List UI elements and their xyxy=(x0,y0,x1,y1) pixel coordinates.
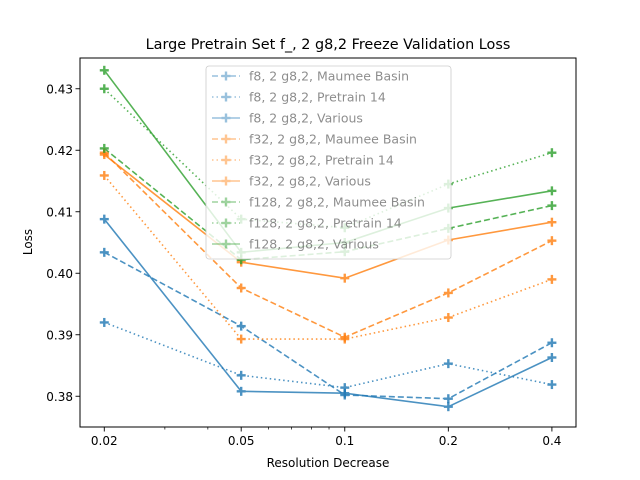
series-line xyxy=(104,321,553,389)
legend-label: f128, 2 g8,2, Pretrain 14 xyxy=(249,216,402,231)
data-point xyxy=(443,313,453,323)
legend-item: f128, 2 g8,2, Maumee Basin xyxy=(212,195,425,210)
legend-marker xyxy=(221,113,231,123)
data-point xyxy=(547,217,557,227)
legend-label: f128, 2 g8,2, Maumee Basin xyxy=(249,195,425,210)
y-tick-label: 0.38 xyxy=(46,390,73,404)
series-layer xyxy=(99,65,557,412)
x-axis: 0.02 0.05 0.1 0.2 0.4 xyxy=(91,427,561,448)
data-point xyxy=(99,143,109,153)
legend-item: f32, 2 g8,2, Pretrain 14 xyxy=(212,153,394,168)
data-point xyxy=(443,402,453,412)
data-point xyxy=(99,84,109,94)
series-f8-2-g8-2-various xyxy=(99,214,557,412)
legend: f8, 2 g8,2, Maumee Basin f8, 2 g8,2, Pret… xyxy=(205,65,452,260)
y-tick-label: 0.40 xyxy=(46,267,73,281)
y-tick-label: 0.39 xyxy=(46,328,73,342)
data-point xyxy=(340,334,350,344)
data-point xyxy=(547,236,557,246)
legend-marker xyxy=(221,197,231,207)
legend-marker xyxy=(221,134,231,144)
legend-item: f8, 2 g8,2, Maumee Basin xyxy=(212,69,409,84)
data-point xyxy=(443,359,453,369)
legend-item: f128, 2 g8,2, Various xyxy=(212,237,379,252)
legend-label: f8, 2 g8,2, Various xyxy=(249,111,363,126)
legend-label: f128, 2 g8,2, Various xyxy=(249,237,379,252)
data-point xyxy=(99,214,109,224)
data-point xyxy=(236,321,246,331)
data-point xyxy=(99,317,109,327)
x-axis-label: Resolution Decrease xyxy=(267,456,390,470)
plot-frame xyxy=(79,57,577,428)
data-point xyxy=(236,283,246,293)
data-point xyxy=(99,247,109,257)
legend-marker xyxy=(221,92,231,102)
series-f8-2-g8-2-maumee-basin xyxy=(99,247,557,404)
data-point xyxy=(99,170,109,180)
data-point xyxy=(236,334,246,344)
data-point xyxy=(340,273,350,283)
legend-label: f8, 2 g8,2, Pretrain 14 xyxy=(249,90,386,105)
legend-marker xyxy=(221,218,231,228)
x-tick-label: 0.2 xyxy=(439,434,458,448)
legend-label: f32, 2 g8,2, Maumee Basin xyxy=(249,132,417,147)
legend-item: f8, 2 g8,2, Various xyxy=(212,111,363,126)
series-f32-2-g8-2-pretrain-14 xyxy=(99,170,557,344)
data-point xyxy=(547,338,557,348)
data-point xyxy=(99,65,109,75)
chart-title: Large Pretrain Set f_, 2 g8,2 Freeze Val… xyxy=(146,37,511,53)
data-point xyxy=(340,388,350,398)
data-point xyxy=(443,288,453,298)
legend-marker xyxy=(221,176,231,186)
data-point xyxy=(547,148,557,158)
series-line xyxy=(103,174,553,340)
y-axis-label: Loss xyxy=(21,229,35,255)
x-tick-label: 0.05 xyxy=(228,434,255,448)
legend-label: f8, 2 g8,2, Maumee Basin xyxy=(249,69,409,84)
legend-item: f32, 2 g8,2, Various xyxy=(212,174,371,189)
legend-marker xyxy=(221,155,231,165)
x-tick-label: 0.1 xyxy=(335,434,354,448)
y-tick-label: 0.41 xyxy=(46,205,73,219)
legend-item: f32, 2 g8,2, Maumee Basin xyxy=(212,132,417,147)
data-point xyxy=(443,394,453,404)
legend-item: f8, 2 g8,2, Pretrain 14 xyxy=(212,90,386,105)
data-point xyxy=(547,201,557,211)
x-tick-label: 0.02 xyxy=(91,434,118,448)
data-point xyxy=(236,386,246,396)
legend-label: f32, 2 g8,2, Various xyxy=(249,174,371,189)
legend-label: f32, 2 g8,2, Pretrain 14 xyxy=(249,153,394,168)
x-tick-label: 0.4 xyxy=(542,434,561,448)
data-point xyxy=(547,380,557,390)
data-point xyxy=(547,274,557,284)
data-point xyxy=(547,353,557,363)
data-point xyxy=(547,186,557,196)
legend-marker xyxy=(221,239,231,249)
y-axis: 0.38 0.39 0.40 0.41 0.42 0.43 xyxy=(46,82,80,404)
legend-item: f128, 2 g8,2, Pretrain 14 xyxy=(212,216,402,231)
series-f8-2-g8-2-pretrain-14 xyxy=(99,317,557,393)
legend-box xyxy=(205,65,452,260)
legend-marker xyxy=(221,71,231,81)
y-tick-label: 0.43 xyxy=(46,82,73,96)
y-tick-label: 0.42 xyxy=(46,144,73,158)
data-point xyxy=(236,370,246,380)
